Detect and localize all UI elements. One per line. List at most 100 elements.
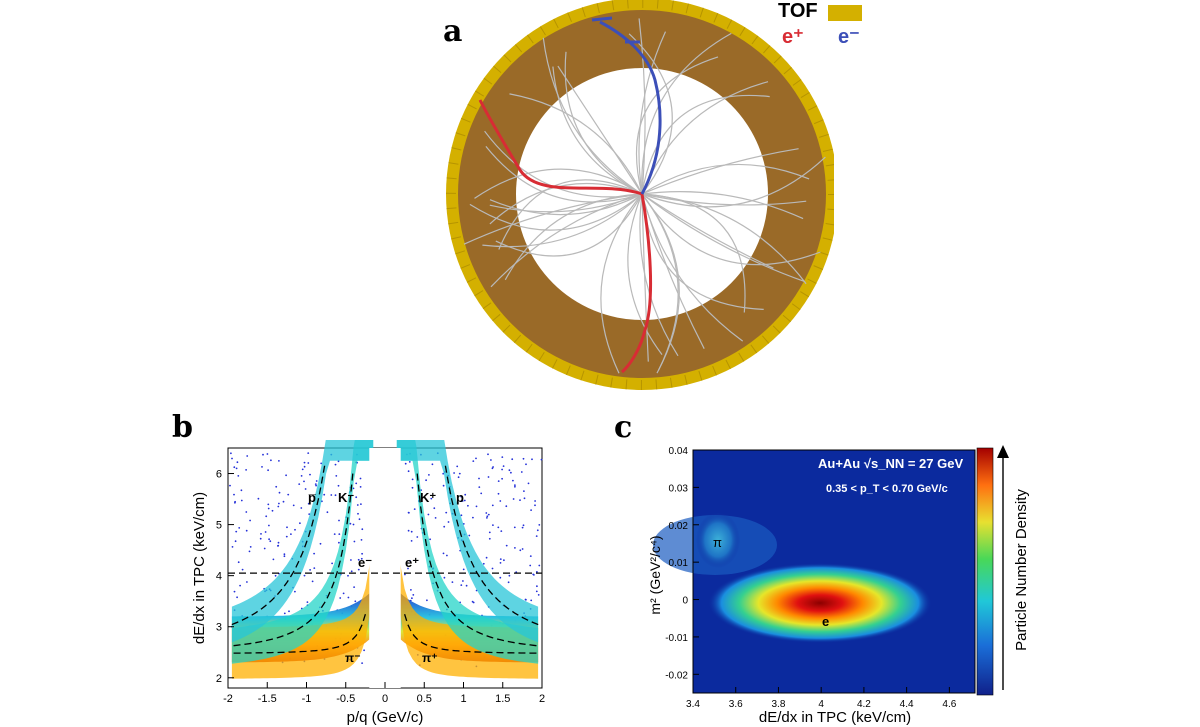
gray-track — [641, 156, 826, 208]
density-dot — [413, 508, 416, 510]
density-dot — [358, 518, 361, 521]
density-dot — [304, 488, 307, 490]
density-dot — [462, 568, 465, 571]
density-dot — [487, 513, 490, 516]
density-dot — [411, 486, 414, 489]
low-momentum-gap — [369, 448, 401, 688]
x-tick-label: 0.5 — [417, 693, 432, 705]
density-dot — [467, 504, 469, 507]
density-dot — [360, 557, 363, 560]
gray-track — [482, 193, 643, 248]
density-dot — [531, 458, 533, 461]
density-dot — [267, 503, 270, 506]
density-dot — [411, 478, 414, 481]
detector-event-display — [446, 0, 834, 390]
density-dot — [314, 483, 317, 485]
gray-track — [509, 93, 643, 195]
density-dot — [308, 513, 311, 515]
density-dot — [487, 476, 490, 478]
panel-label-a: a — [443, 14, 463, 49]
y-tick-label: 2 — [216, 673, 222, 685]
density-dot — [323, 493, 326, 496]
density-dot — [521, 548, 524, 550]
density-dot — [307, 462, 310, 464]
y-tick-label: 5 — [216, 520, 222, 532]
density-dot — [245, 469, 247, 471]
density-dot — [412, 594, 415, 596]
gray-track — [639, 193, 679, 357]
density-dot — [491, 504, 494, 507]
pion-expected-curve — [403, 614, 540, 654]
density-dot — [510, 471, 512, 474]
density-dot — [282, 500, 285, 503]
x-tick-label: -2 — [223, 693, 233, 705]
gray-track — [485, 146, 643, 203]
kminus-label: K⁻ — [338, 490, 354, 505]
density-dot — [527, 482, 530, 485]
y-tick-label: 0.01 — [669, 558, 689, 569]
density-dot — [536, 529, 539, 532]
density-dot — [283, 612, 286, 615]
density-dot — [337, 484, 340, 487]
density-dot — [492, 466, 494, 468]
density-dot — [309, 569, 311, 571]
x-tick-label: -0.5 — [336, 693, 355, 705]
density-dot — [407, 567, 409, 570]
density-dot — [486, 517, 488, 519]
density-dot — [309, 473, 311, 476]
eminus-hit — [591, 16, 640, 44]
x-tick-label: -1.5 — [258, 693, 277, 705]
y-tick-label: 0.04 — [669, 446, 689, 457]
density-dot — [299, 522, 301, 525]
density-dot — [261, 466, 263, 468]
gray-track — [641, 193, 821, 266]
density-dot — [453, 472, 455, 474]
gray-track — [498, 179, 643, 250]
density-dot — [342, 592, 345, 595]
density-dot — [300, 475, 303, 477]
panel-b-y-ticks: 2 3 4 5 6 — [216, 469, 234, 685]
density-dot — [303, 480, 305, 483]
eminus-label: e⁻ — [358, 555, 372, 570]
density-dot — [233, 493, 235, 496]
gray-track — [635, 56, 719, 195]
density-dot — [487, 453, 489, 456]
panel-c-annotation-2: 0.35 < p_T < 0.70 GeV/c — [826, 483, 948, 495]
density-dot — [404, 573, 406, 576]
density-dot — [283, 555, 286, 558]
panel-label-b: b — [172, 410, 193, 445]
y-tick-label: 4 — [216, 571, 222, 583]
density-dot — [231, 546, 234, 548]
density-dot — [350, 559, 352, 561]
density-dot — [407, 470, 410, 473]
panel-b-expected-curves — [228, 465, 542, 654]
density-dot — [330, 494, 333, 496]
density-dot — [241, 568, 244, 571]
gray-track — [489, 193, 643, 213]
density-dot — [461, 500, 464, 502]
gray-track — [628, 33, 673, 195]
density-dot — [326, 511, 329, 514]
density-dot — [460, 584, 463, 586]
eminus-track — [599, 20, 662, 195]
density-dot — [349, 522, 352, 525]
density-dot — [490, 459, 492, 461]
density-dot — [286, 526, 288, 529]
density-dot — [237, 561, 240, 564]
density-dot — [347, 574, 349, 577]
density-dot — [411, 597, 413, 600]
density-dot — [231, 457, 233, 460]
density-dot — [514, 485, 516, 488]
density-dot — [283, 553, 286, 556]
density-dot — [488, 531, 491, 534]
density-dot — [478, 477, 480, 480]
density-dot — [277, 544, 280, 547]
density-dot — [307, 502, 310, 505]
panel-b-ylabel: dE/dx in TPC (keV/cm) — [191, 492, 208, 644]
density-dot — [246, 581, 248, 583]
density-dot — [229, 484, 231, 487]
density-dot — [338, 533, 341, 535]
density-dot — [497, 526, 500, 529]
density-dot — [268, 524, 270, 527]
density-dot — [263, 547, 266, 550]
